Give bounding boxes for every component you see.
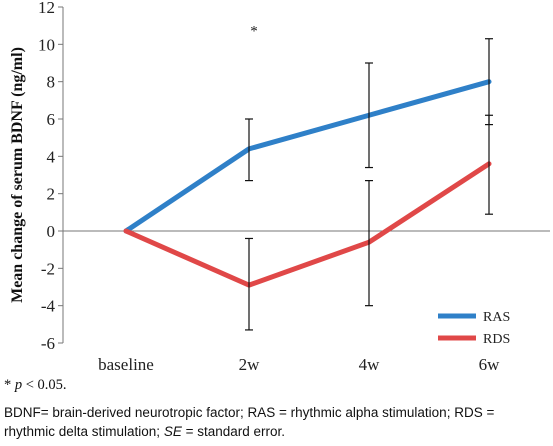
y-axis: 12 10 8 6 4 2 0 -2 -4 -6 [38,0,64,353]
significance-marker: * [250,23,258,39]
annotation-layer: * [250,23,258,39]
y-tick-label: 12 [38,0,55,17]
abbrev-part-b: = standard error. [181,424,286,439]
y-tick-label: -2 [41,259,55,278]
x-tick-label: 2w [239,355,261,374]
y-tick-label: 8 [47,73,56,92]
abbrev-part-a: rhythmic delta stimulation; [4,424,164,439]
abbreviation-note-line-2: rhythmic delta stimulation; SE = standar… [4,422,285,441]
abbrev-se: SE [163,424,182,439]
significance-rest: < 0.05. [22,377,67,393]
series-layer [123,38,493,331]
significance-p: p [14,377,23,393]
significance-star: * [4,377,12,393]
y-tick-label: 6 [47,110,56,129]
x-tick-label: baseline [98,355,154,374]
y-tick-label: 10 [38,35,55,54]
y-tick-label: -6 [41,334,55,353]
significance-note: * p < 0.05. [4,376,67,395]
abbreviation-note-line-1: BDNF= brain-derived neurotropic factor; … [4,405,495,420]
legend-label-rds: RDS [483,332,510,347]
series-line-ras [123,79,492,234]
x-tick-label: 6w [479,355,501,374]
series-line-rds [123,161,492,288]
y-tick-label: 0 [47,222,56,241]
line-chart: 12 10 8 6 4 2 0 -2 -4 -6 baseline 2w 4w 6w Mean chan… [9,0,550,374]
x-axis: baseline 2w 4w 6w [63,230,550,374]
y-axis-label: Mean change of serum BDNF (ng/ml) [9,47,26,303]
legend: RAS RDS [438,310,510,347]
y-tick-label: 4 [47,147,56,166]
y-tick-label: 2 [47,185,56,204]
legend-label-ras: RAS [483,310,510,325]
y-tick-label: -4 [41,297,56,316]
x-tick-label: 4w [359,355,381,374]
